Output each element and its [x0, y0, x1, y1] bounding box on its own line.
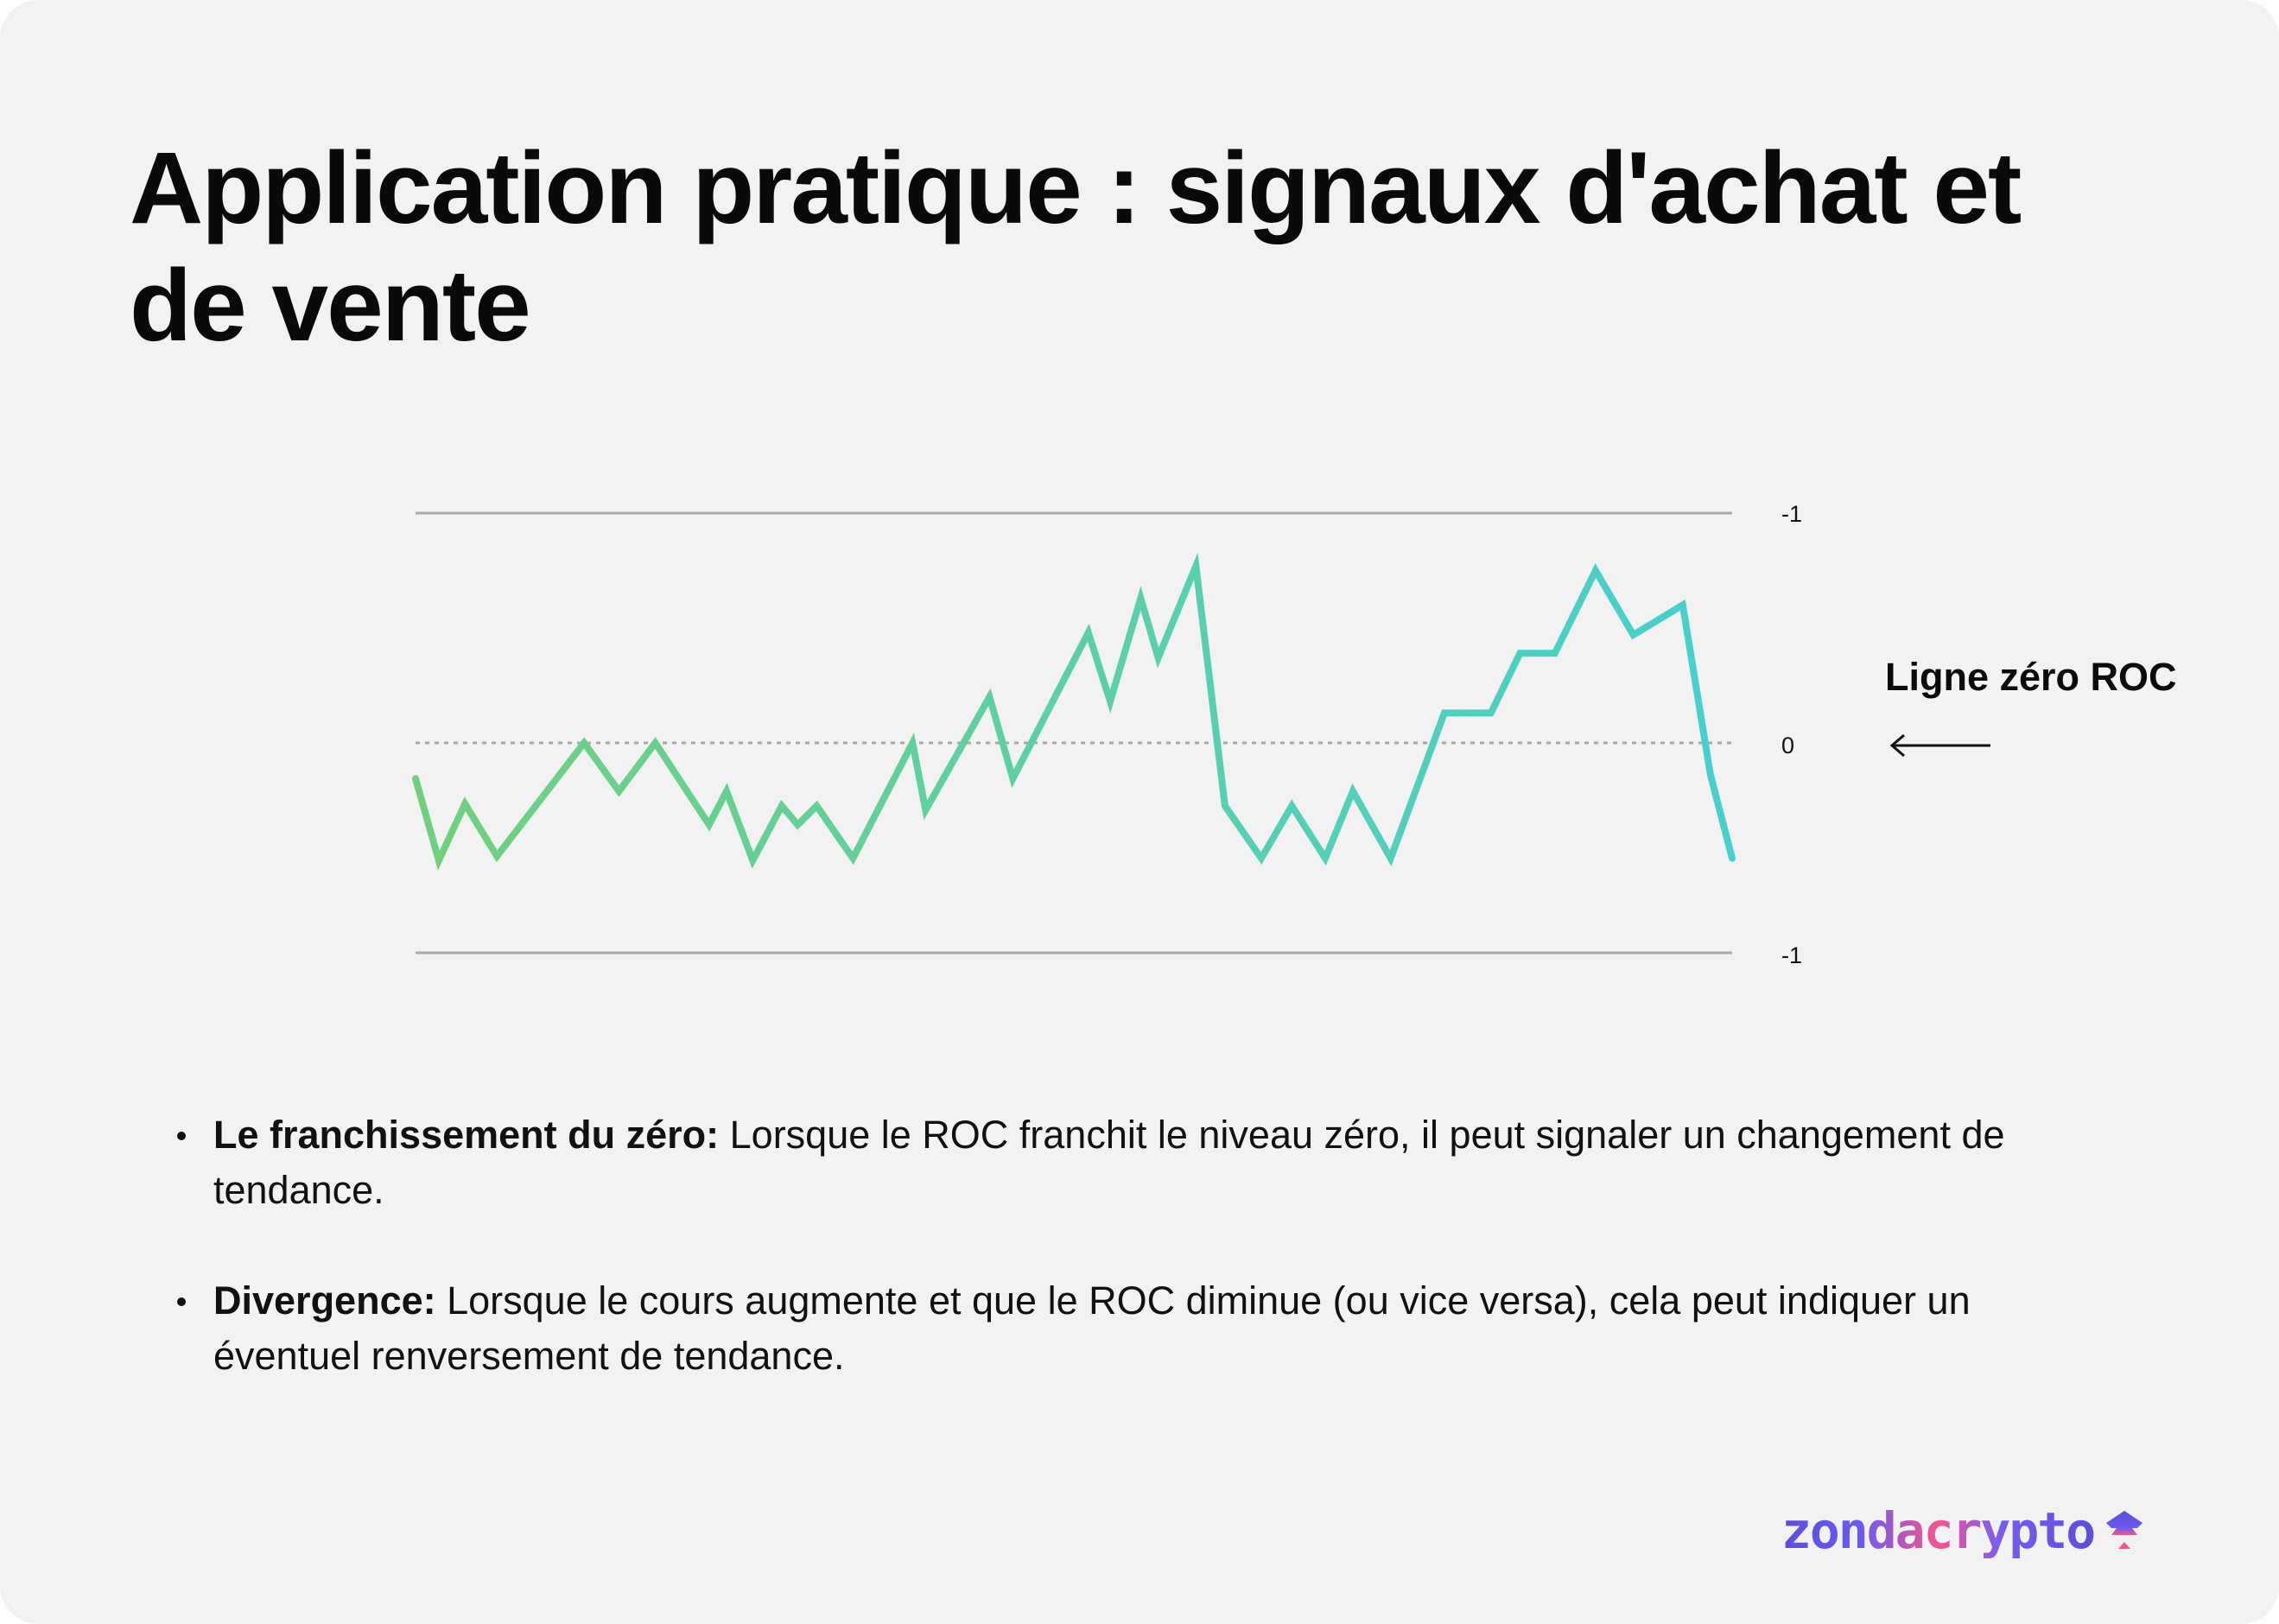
bullet-dot [177, 1132, 186, 1140]
bullet-dot [177, 1297, 186, 1306]
logo-wordmark: zondacrypto [1781, 1501, 2096, 1560]
bullet-text: Lorsque le ROC franchit le niveau zéro, … [213, 1113, 2005, 1212]
bullet-list: Le franchissement du zéro: Lorsque le RO… [177, 1107, 2121, 1439]
bullet-text: Lorsque le cours augmente et que le ROC … [213, 1278, 1971, 1378]
bullet-term: Divergence: [213, 1278, 436, 1323]
zero-arrow [1889, 733, 1990, 758]
y-tick-label-top: -1 [1781, 501, 1803, 527]
zero-line-annotation: Ligne zéro ROC [1885, 655, 2177, 699]
zondacrypto-logo: zondacrypto [1781, 1501, 2144, 1560]
logo-rocket-icon [2106, 1511, 2143, 1549]
roc-series-line [412, 552, 1736, 871]
y-tick-label-zero: 0 [1781, 733, 1795, 758]
bullet-term: Le franchissement du zéro: [213, 1113, 720, 1157]
bullet-item: Divergence: Lorsque le cours augmente et… [177, 1273, 2121, 1384]
page-title: Application pratique : signaux d'achat e… [130, 131, 2022, 363]
bullet-item: Le franchissement du zéro: Lorsque le RO… [177, 1107, 2121, 1218]
y-tick-label-bottom: -1 [1781, 942, 1803, 968]
